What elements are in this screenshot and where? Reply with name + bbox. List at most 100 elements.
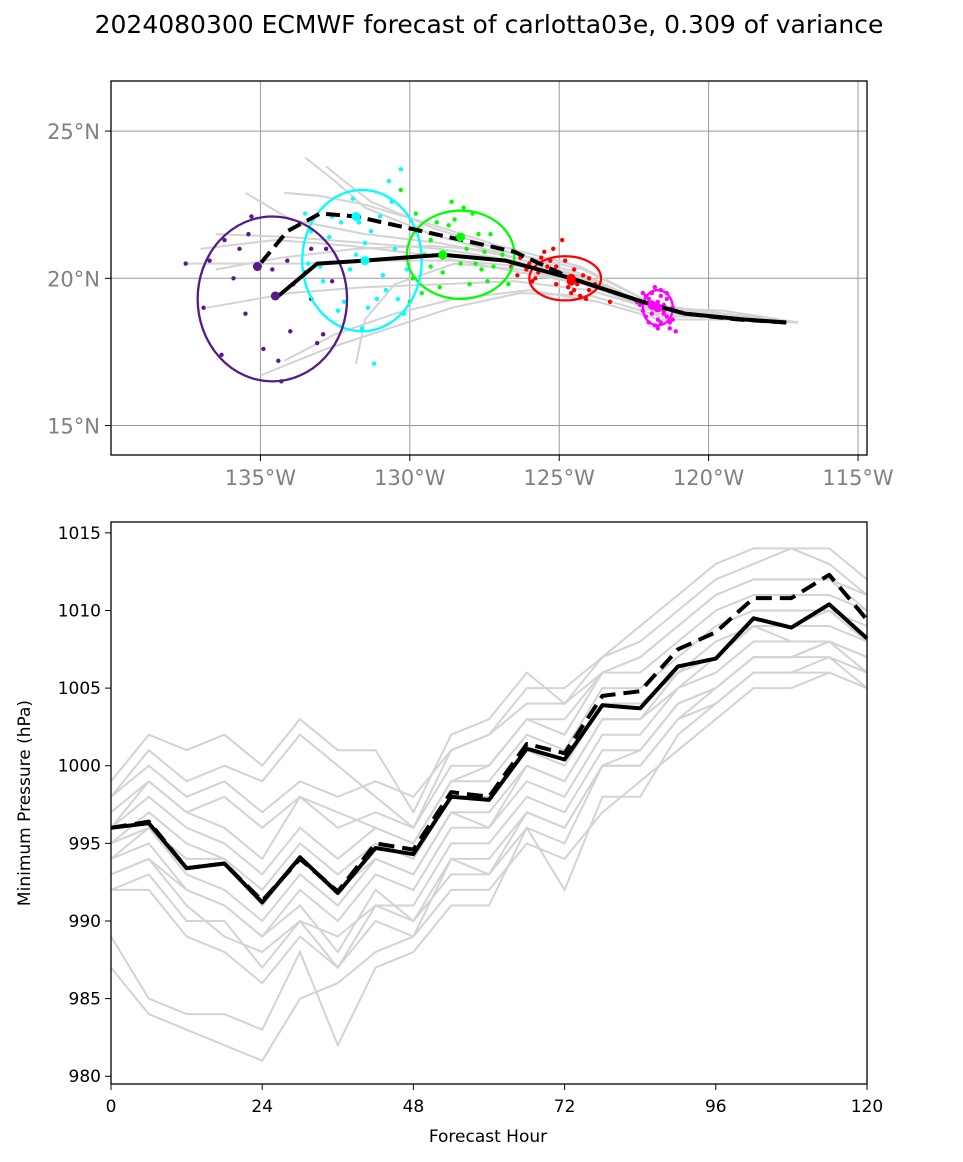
cluster-member-point <box>568 290 574 296</box>
cluster-ellipses <box>196 188 674 383</box>
cluster-member-point <box>664 314 669 319</box>
map-gridlines <box>111 81 867 455</box>
figure-title: 2024080300 ECMWF forecast of carlotta03e… <box>94 10 884 39</box>
cluster-member-point <box>380 273 386 278</box>
cluster-mean-point <box>566 273 576 283</box>
cluster-member-point <box>347 267 353 272</box>
pressure-ytick-label: 980 <box>69 1067 101 1087</box>
cluster-member-point <box>485 279 490 284</box>
cluster-member-point <box>515 273 520 278</box>
map-xtick-label: 130°W <box>374 466 446 490</box>
cluster-member-point <box>488 231 493 237</box>
cluster-member-point <box>506 281 511 287</box>
cluster-member-point <box>323 246 329 252</box>
pressure-ensemble-lines <box>110 547 868 1062</box>
pressure-ytick-label: 995 <box>69 834 101 854</box>
cluster-member-point <box>246 231 251 237</box>
cluster-member-point <box>338 220 344 225</box>
mean-tracks <box>258 211 787 325</box>
cluster-member-point <box>276 358 281 363</box>
cluster-member-point <box>652 284 658 290</box>
pressure-ensemble-line <box>110 640 868 938</box>
cluster-ellipse <box>641 288 674 327</box>
cluster-member-point <box>183 261 188 266</box>
cluster-member-point <box>554 281 559 287</box>
pressure-ensemble-line <box>110 640 868 970</box>
pressure-ytick-label: 1015 <box>58 524 101 544</box>
cluster-member-point <box>580 273 586 278</box>
cluster-member-point <box>434 220 439 225</box>
cluster-member-point <box>458 261 463 266</box>
cluster-member-point <box>309 246 314 252</box>
pressure-ensemble-line <box>110 671 868 1062</box>
ensemble-track <box>215 244 799 324</box>
pressure-ensemble-line <box>110 594 868 861</box>
cluster-member-point <box>368 228 374 234</box>
pressure-ytick-label: 985 <box>69 990 101 1010</box>
pressure-panel: 0 24 48 72 96 120 980 985 990 995 1000 1005 1010 1015… <box>15 521 883 1147</box>
map-xtick-label: 120°W <box>673 466 745 490</box>
cluster-member-point <box>542 249 547 255</box>
pressure-ensemble-line <box>110 578 868 845</box>
pressure-mean-dashed <box>110 572 869 903</box>
cluster-member-point <box>437 284 442 290</box>
cluster-member-point <box>533 276 538 281</box>
pressure-xtick-label: 24 <box>251 1097 273 1117</box>
cluster-member-point <box>649 311 655 316</box>
track-map-panel: 135°W 130°W 125°W 120°W 115°W 15°N 20°N 25°N <box>47 80 894 490</box>
cluster-member-point <box>464 246 469 252</box>
cluster-mean-point <box>252 262 262 272</box>
pressure-ytick-label: 1010 <box>58 601 101 621</box>
cluster-member-point <box>356 220 362 225</box>
cluster-ellipse <box>528 255 603 302</box>
pressure-xtick-label: 72 <box>554 1097 576 1117</box>
cluster-member-point <box>365 305 371 310</box>
pressure-ensemble-line <box>110 625 868 892</box>
cluster-member-point <box>646 296 652 302</box>
cluster-member-point <box>329 279 335 284</box>
pressure-frame <box>110 521 868 1085</box>
cluster-member-point <box>320 332 326 337</box>
cluster-mean-point <box>647 300 657 310</box>
cluster-member-point <box>386 178 392 184</box>
cluster-member-point <box>571 267 577 272</box>
cluster-member-point <box>607 299 613 305</box>
map-tick-labels: 135°W 130°W 125°W 120°W 115°W 15°N 20°N 25°N <box>47 120 894 490</box>
cluster-member-point <box>261 346 266 352</box>
pressure-ensemble-line <box>110 671 868 1048</box>
cluster-member-point <box>314 340 320 346</box>
map-xtick-label: 115°W <box>822 466 894 490</box>
cluster-member-point <box>350 196 356 201</box>
cluster-member-point <box>237 246 242 252</box>
pressure-ensemble-line <box>111 655 868 985</box>
cluster-member-point <box>670 317 675 322</box>
cluster-mean-point <box>270 291 280 301</box>
pressure-xtick-label: 48 <box>403 1097 425 1117</box>
mean-track-dashed <box>258 211 787 325</box>
pressure-ensemble-line <box>110 547 868 815</box>
cluster-member-point <box>326 234 332 240</box>
cluster-member-point <box>362 240 368 246</box>
cluster-member-point <box>640 290 646 296</box>
cluster-ellipse <box>405 209 516 301</box>
cluster-member-point <box>491 264 496 269</box>
pressure-xtick-label: 96 <box>705 1097 727 1117</box>
cluster-mean-point <box>438 250 448 260</box>
cluster-member-point <box>658 293 664 299</box>
cluster-member-point <box>554 264 559 269</box>
cluster-member-point <box>219 352 224 358</box>
pressure-xtick-label: 120 <box>851 1097 883 1117</box>
cluster-member-point <box>398 187 404 193</box>
cluster-member-point <box>341 299 347 305</box>
cluster-member-point <box>392 246 398 252</box>
cluster-member-point <box>374 296 380 302</box>
map-plot-background <box>111 81 867 455</box>
cluster-member-point <box>500 252 505 257</box>
cluster-member-point <box>270 267 275 272</box>
pressure-ensemble-line <box>110 609 868 876</box>
cluster-member-point <box>667 326 672 331</box>
cluster-member-point <box>207 258 212 263</box>
cluster-member-point <box>428 237 433 243</box>
cluster-member-point <box>551 246 556 252</box>
cluster-member-point <box>637 302 643 308</box>
